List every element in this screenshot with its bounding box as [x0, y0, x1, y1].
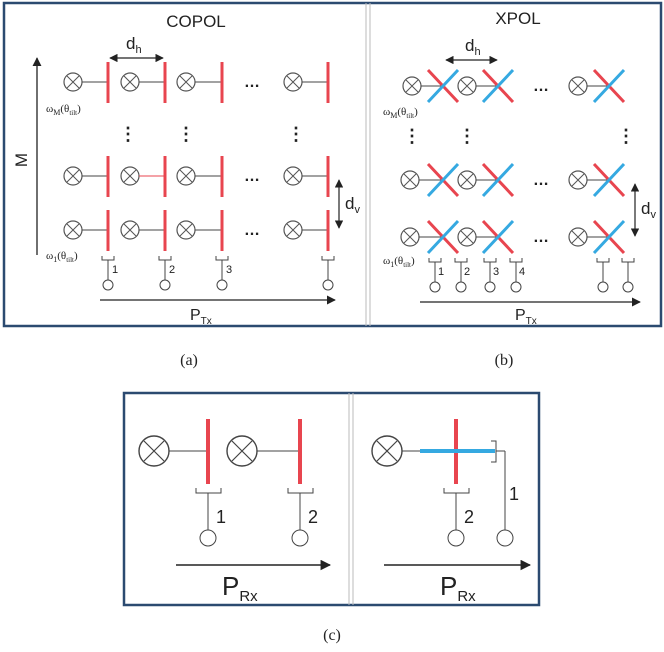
svg-text:…: … [244, 168, 260, 185]
ptx-label-b: PTx [515, 307, 537, 327]
svg-text:…: … [533, 78, 549, 95]
panel-a-title: COPOL [166, 12, 226, 31]
panel-b-title: XPOL [495, 9, 540, 28]
svg-text:⋮: ⋮ [617, 126, 635, 146]
panel-a: COPOL M dh … ωM(θtilt) [12, 12, 360, 327]
caption-a: (a) [180, 352, 198, 369]
dv-label: dv [345, 194, 360, 216]
svg-text:⋮: ⋮ [119, 124, 137, 144]
ports-a [101, 256, 335, 291]
caption-c: (c) [323, 627, 341, 644]
row-top: … [63, 62, 330, 103]
svg-text:…: … [533, 229, 549, 246]
panel-c-frame [122, 391, 541, 607]
svg-text:⋮: ⋮ [177, 124, 195, 144]
weight-bottom-label: ω1(θtilt) [46, 250, 78, 264]
xpol-weight-bottom: ω1(θtilt) [383, 255, 415, 269]
panel-c-left: 1 2 PRx [138, 419, 332, 605]
panel-c-right: 2 1 PRx [371, 419, 532, 605]
port-b-3: 3 [493, 266, 499, 278]
port-b-1: 1 [438, 266, 444, 278]
dv-label-b: dv [641, 199, 656, 221]
dh-label-b: dh [465, 36, 481, 58]
svg-text:…: … [244, 222, 260, 239]
xpol-row-bottom: … [400, 219, 626, 255]
svg-text:…: … [533, 172, 549, 189]
ports-b [428, 258, 635, 293]
xpol-row-middle: … [400, 162, 626, 198]
prx-label-right: PRx [440, 571, 476, 605]
panel-ab-frame [2, 1, 663, 328]
port-c-left-2: 2 [308, 507, 318, 527]
xpol-row-top: … [402, 68, 626, 104]
xpol-weight-top: ωM(θtilt) [383, 106, 418, 120]
ptx-label-a: PTx [190, 307, 212, 327]
port-a-2: 2 [169, 264, 175, 276]
port-b-4: 4 [519, 266, 525, 278]
m-axis-label: M [12, 153, 31, 167]
prx-label-left: PRx [222, 571, 258, 605]
port-c-right-1: 1 [509, 484, 519, 504]
port-b-2: 2 [464, 266, 470, 278]
svg-text:⋮: ⋮ [287, 124, 305, 144]
port-a-3: 3 [226, 264, 232, 276]
panel-b: XPOL dh … ωM(θtilt) ⋮ ⋮ ⋮ [383, 9, 656, 327]
svg-text:⋮: ⋮ [403, 126, 421, 146]
dh-label: dh [126, 34, 142, 56]
caption-b: (b) [495, 352, 514, 369]
port-a-1: 1 [112, 264, 118, 276]
svg-text:⋮: ⋮ [458, 126, 476, 146]
port-c-left-1: 1 [216, 507, 226, 527]
row-middle: … [63, 156, 330, 197]
row-bottom: … [63, 210, 330, 251]
svg-text:…: … [244, 74, 260, 91]
weight-top-label: ωM(θtilt) [46, 103, 81, 117]
port-c-right-2: 2 [464, 507, 474, 527]
